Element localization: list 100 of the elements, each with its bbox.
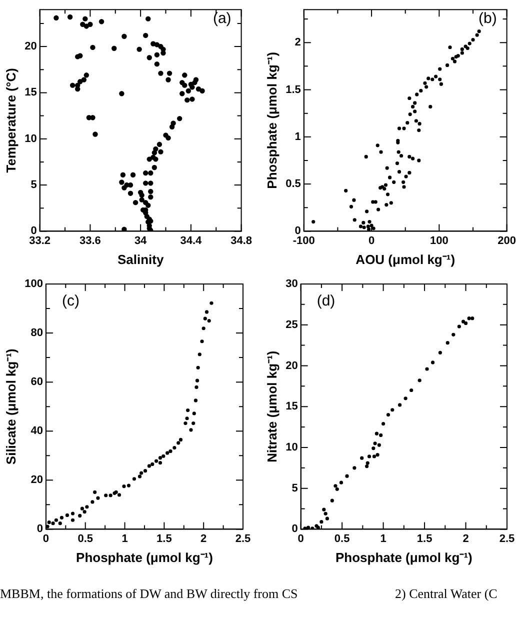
y-tick-label: 15 [24, 86, 37, 99]
point [140, 471, 144, 475]
point [154, 459, 158, 463]
point [470, 316, 474, 320]
y-tick-label: 1 [294, 130, 301, 143]
point [194, 385, 198, 390]
x-tick-label: 2 [462, 532, 469, 545]
point [376, 453, 380, 457]
point [196, 366, 200, 370]
point [192, 412, 196, 416]
point [54, 518, 58, 522]
y-tick-label: 20 [286, 360, 298, 372]
point [90, 500, 94, 504]
point [382, 422, 386, 426]
point [143, 469, 148, 473]
x-tick-label: 34 [134, 234, 148, 247]
point [330, 498, 334, 502]
point [377, 443, 381, 447]
point [464, 321, 468, 326]
point [373, 442, 377, 446]
point [210, 301, 214, 305]
point [162, 454, 166, 458]
x-tick-label: 1.5 [156, 532, 172, 545]
point [365, 464, 369, 468]
point [372, 454, 376, 458]
point [345, 474, 349, 478]
y-tick-label: 40 [30, 425, 43, 438]
x-tick-label: 100 [430, 234, 448, 247]
x-tick-label: 200 [498, 234, 516, 247]
point [96, 496, 100, 500]
point [207, 318, 211, 323]
y-tick-label: 10 [24, 132, 37, 145]
point [324, 512, 328, 516]
point [51, 522, 55, 526]
point [172, 446, 176, 450]
point [200, 340, 204, 344]
point [198, 352, 202, 356]
point [82, 510, 86, 514]
y-tick-label: 5 [30, 179, 37, 192]
y-tick-label: 60 [30, 376, 43, 388]
point [398, 403, 402, 407]
point [360, 456, 364, 460]
point [192, 421, 196, 426]
point [386, 412, 390, 417]
point [47, 520, 51, 524]
y-tick-label: 20 [30, 474, 43, 486]
y-tick-label: 2 [294, 36, 301, 49]
y-tick-label: 10 [286, 442, 298, 454]
x-tick-label: 34.8 [230, 234, 252, 247]
point [452, 332, 456, 336]
y-axis-title: Nitrate (μmol kg⁻¹) [264, 350, 280, 462]
y-tick-label: 80 [30, 327, 43, 340]
x-tick-label: 1 [380, 532, 386, 545]
x-tick-label: 2.5 [235, 532, 251, 545]
y-tick-label: 25 [286, 318, 298, 331]
x-tick-label: 2 [200, 532, 207, 545]
point [372, 446, 376, 450]
point [461, 320, 466, 324]
y-tick-label: 0 [30, 225, 37, 238]
point [410, 388, 414, 392]
point [150, 462, 154, 466]
point [204, 310, 209, 314]
point [178, 438, 183, 442]
point [367, 454, 372, 458]
x-tick-label: 0 [368, 234, 375, 247]
point [339, 480, 344, 484]
point [138, 474, 142, 478]
point [93, 490, 97, 494]
y-tick-label: 0 [36, 523, 43, 536]
point [195, 378, 200, 382]
y-tick-label: 100 [24, 278, 43, 290]
x-tick-label: 0.5 [334, 532, 350, 545]
x-tick-label: -100 [292, 234, 315, 247]
x-axis-title: Salinity [117, 252, 164, 267]
point [78, 514, 82, 518]
point [117, 493, 122, 497]
point [80, 506, 84, 510]
point [147, 464, 152, 468]
x-tick-label: 2.5 [499, 532, 515, 545]
text: MBBM, the formations of DW and BW directly from CS [0, 586, 298, 602]
x-tick-label: 33.2 [29, 234, 51, 247]
point [65, 513, 70, 518]
point [322, 508, 326, 512]
y-tick-label: 30 [286, 278, 298, 290]
x-axis-title: AOU (μmol kg⁻¹) [356, 252, 456, 267]
y-tick-label: 0.5 [286, 178, 301, 190]
point [320, 520, 324, 524]
point [158, 460, 162, 465]
point [446, 341, 450, 345]
point [108, 494, 112, 498]
x-axis-title: Phosphate (μmol kg⁻¹) [335, 550, 472, 565]
y-axis-title: Temperature (°C) [3, 68, 18, 173]
point [438, 350, 442, 354]
point [60, 516, 64, 520]
y-tick-label: 20 [24, 40, 37, 53]
point [166, 451, 170, 455]
point [70, 512, 75, 516]
point [189, 428, 193, 432]
point [168, 449, 172, 454]
point [457, 324, 461, 328]
